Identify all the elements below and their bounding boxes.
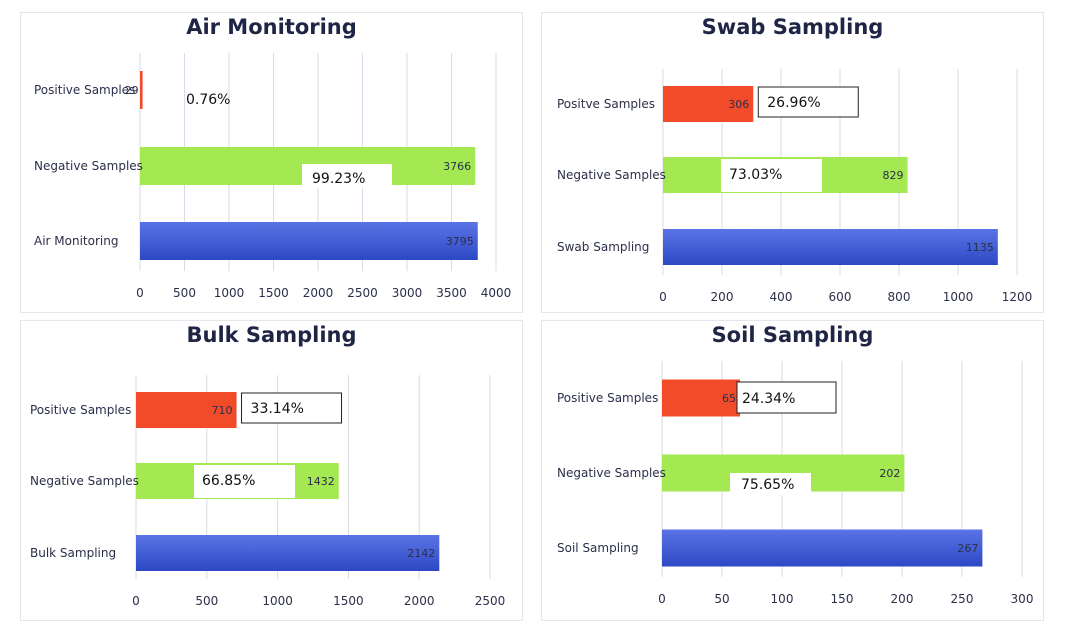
bar-total	[136, 535, 440, 571]
category-label: Air Monitoring	[34, 234, 118, 248]
bar-total	[662, 529, 983, 567]
x-tick-label: 0	[136, 286, 144, 300]
category-label: Negative Samples	[30, 474, 139, 488]
x-tick-label: 1000	[262, 594, 293, 608]
x-tick-label: 200	[891, 592, 914, 606]
bar-positive	[140, 71, 143, 109]
category-label: Swab Sampling	[557, 240, 649, 254]
category-label: Positve Samples	[557, 97, 655, 111]
bar-total	[140, 222, 478, 260]
percent-label: 75.65%	[741, 477, 794, 493]
category-label: Positive Samples	[30, 403, 131, 417]
x-tick-label: 500	[195, 594, 218, 608]
x-tick-label: 3000	[392, 286, 423, 300]
data-label: 267	[957, 542, 978, 555]
percent-box	[241, 392, 343, 424]
bar-positive	[136, 392, 237, 428]
x-tick-label: 1000	[943, 290, 974, 304]
x-tick-label: 1000	[214, 286, 245, 300]
x-tick-label: 0	[658, 592, 666, 606]
category-label: Positive Samples	[34, 83, 135, 97]
data-label: 65	[722, 392, 736, 405]
chart-swab-sampling: 0 200 400 600 800 1000 1200 Positve Samples 306 N…	[557, 69, 1033, 304]
data-label: 3766	[443, 160, 471, 173]
chart-title: Soil Sampling	[711, 323, 874, 347]
category-label: Negative Samples	[557, 168, 666, 182]
data-label: 1432	[307, 475, 335, 488]
chart-panel-air-monitoring: Air Monitoring 0 500 1000 1500 2000 2500 3000 3…	[20, 12, 523, 313]
chart-title: Bulk Sampling	[186, 323, 357, 347]
x-tick-label: 0	[659, 290, 667, 304]
percent-box	[302, 164, 392, 188]
chart-title: Swab Sampling	[701, 15, 884, 39]
x-tick-label: 300	[1011, 592, 1034, 606]
x-tick-label: 50	[714, 592, 729, 606]
category-label: Soil Sampling	[557, 541, 639, 555]
percent-label: 99.23%	[312, 171, 365, 187]
data-label: 3795	[446, 235, 474, 248]
data-label: 2142	[407, 547, 435, 560]
percent-label: 73.03%	[729, 167, 782, 183]
chart-soil-sampling: 0 50 100 150 200 250 300 Positive Samples 65 Nega…	[557, 361, 1034, 606]
x-tick-label: 2500	[347, 286, 378, 300]
data-label: 29	[125, 84, 139, 97]
data-label: 710	[212, 404, 233, 417]
chart-panel-soil-sampling: Soil Sampling 0 50 100 150 200 250 300 Positive…	[541, 320, 1044, 621]
bar-positive	[662, 379, 740, 417]
data-label: 306	[728, 98, 749, 111]
x-tick-label: 100	[771, 592, 794, 606]
x-tick-label: 3500	[436, 286, 467, 300]
percent-box	[736, 381, 837, 414]
percent-label: 33.14%	[251, 401, 304, 417]
x-tick-label: 600	[829, 290, 852, 304]
chart-panel-swab-sampling: Swab Sampling 0 200 400 600 800 1000 1200 Posit…	[541, 12, 1044, 313]
bar-positive	[663, 86, 754, 122]
data-label: 1135	[966, 241, 994, 254]
chart-panel-bulk-sampling: Bulk Sampling 0 500 1000 1500 2000 2500 Positi…	[20, 320, 523, 621]
chart-air-monitoring: 0 500 1000 1500 2000 2500 3000 3500 4000 Positive…	[34, 53, 512, 300]
data-label: 829	[883, 169, 904, 182]
x-tick-label: 4000	[481, 286, 512, 300]
x-tick-label: 800	[888, 290, 911, 304]
percent-box	[194, 465, 295, 498]
percent-box	[721, 159, 822, 192]
percent-label: 0.76%	[186, 92, 230, 108]
x-tick-label: 200	[711, 290, 734, 304]
category-label: Positive Samples	[557, 391, 658, 405]
percent-box	[757, 86, 859, 118]
percent-box	[730, 473, 811, 495]
x-tick-label: 1500	[258, 286, 289, 300]
x-tick-label: 2500	[475, 594, 506, 608]
x-tick-label: 500	[173, 286, 196, 300]
x-tick-label: 150	[831, 592, 854, 606]
x-tick-label: 250	[951, 592, 974, 606]
percent-label: 24.34%	[742, 391, 795, 407]
chart-title: Air Monitoring	[186, 15, 357, 39]
category-label: Bulk Sampling	[30, 546, 116, 560]
category-label: Negative Samples	[557, 466, 666, 480]
percent-label: 66.85%	[202, 473, 255, 489]
data-label: 202	[879, 467, 900, 480]
x-tick-label: 0	[132, 594, 140, 608]
x-tick-label: 1200	[1002, 290, 1033, 304]
x-tick-label: 2000	[303, 286, 334, 300]
percent-label: 26.96%	[767, 95, 820, 111]
x-tick-label: 400	[770, 290, 793, 304]
bar-total	[663, 229, 998, 265]
category-label: Negative Samples	[34, 159, 143, 173]
chart-bulk-sampling: 0 500 1000 1500 2000 2500 Positive Samples 710 N…	[30, 375, 506, 608]
x-tick-label: 2000	[404, 594, 435, 608]
x-tick-label: 1500	[333, 594, 364, 608]
